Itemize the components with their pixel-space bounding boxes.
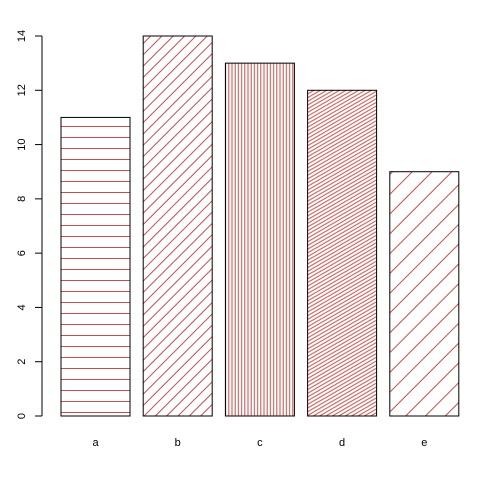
x-tick-label: d (339, 437, 345, 449)
bar (307, 89, 378, 417)
bar (224, 62, 295, 417)
x-tick-label: c (257, 437, 263, 449)
x-tick-label: b (175, 437, 181, 449)
y-tick-label: 6 (16, 250, 28, 256)
y-tick-label: 12 (16, 84, 28, 96)
y-tick-label: 14 (16, 30, 28, 42)
y-tick-label: 10 (16, 138, 28, 150)
bar (142, 35, 213, 417)
y-tick-label: 2 (16, 359, 28, 365)
y-tick-label: 0 (16, 413, 28, 419)
y-tick-label: 8 (16, 196, 28, 202)
bar (389, 171, 460, 417)
x-tick-label: e (421, 437, 427, 449)
bar (60, 116, 131, 417)
x-tick-label: a (92, 437, 99, 449)
y-tick-label: 4 (16, 304, 28, 310)
